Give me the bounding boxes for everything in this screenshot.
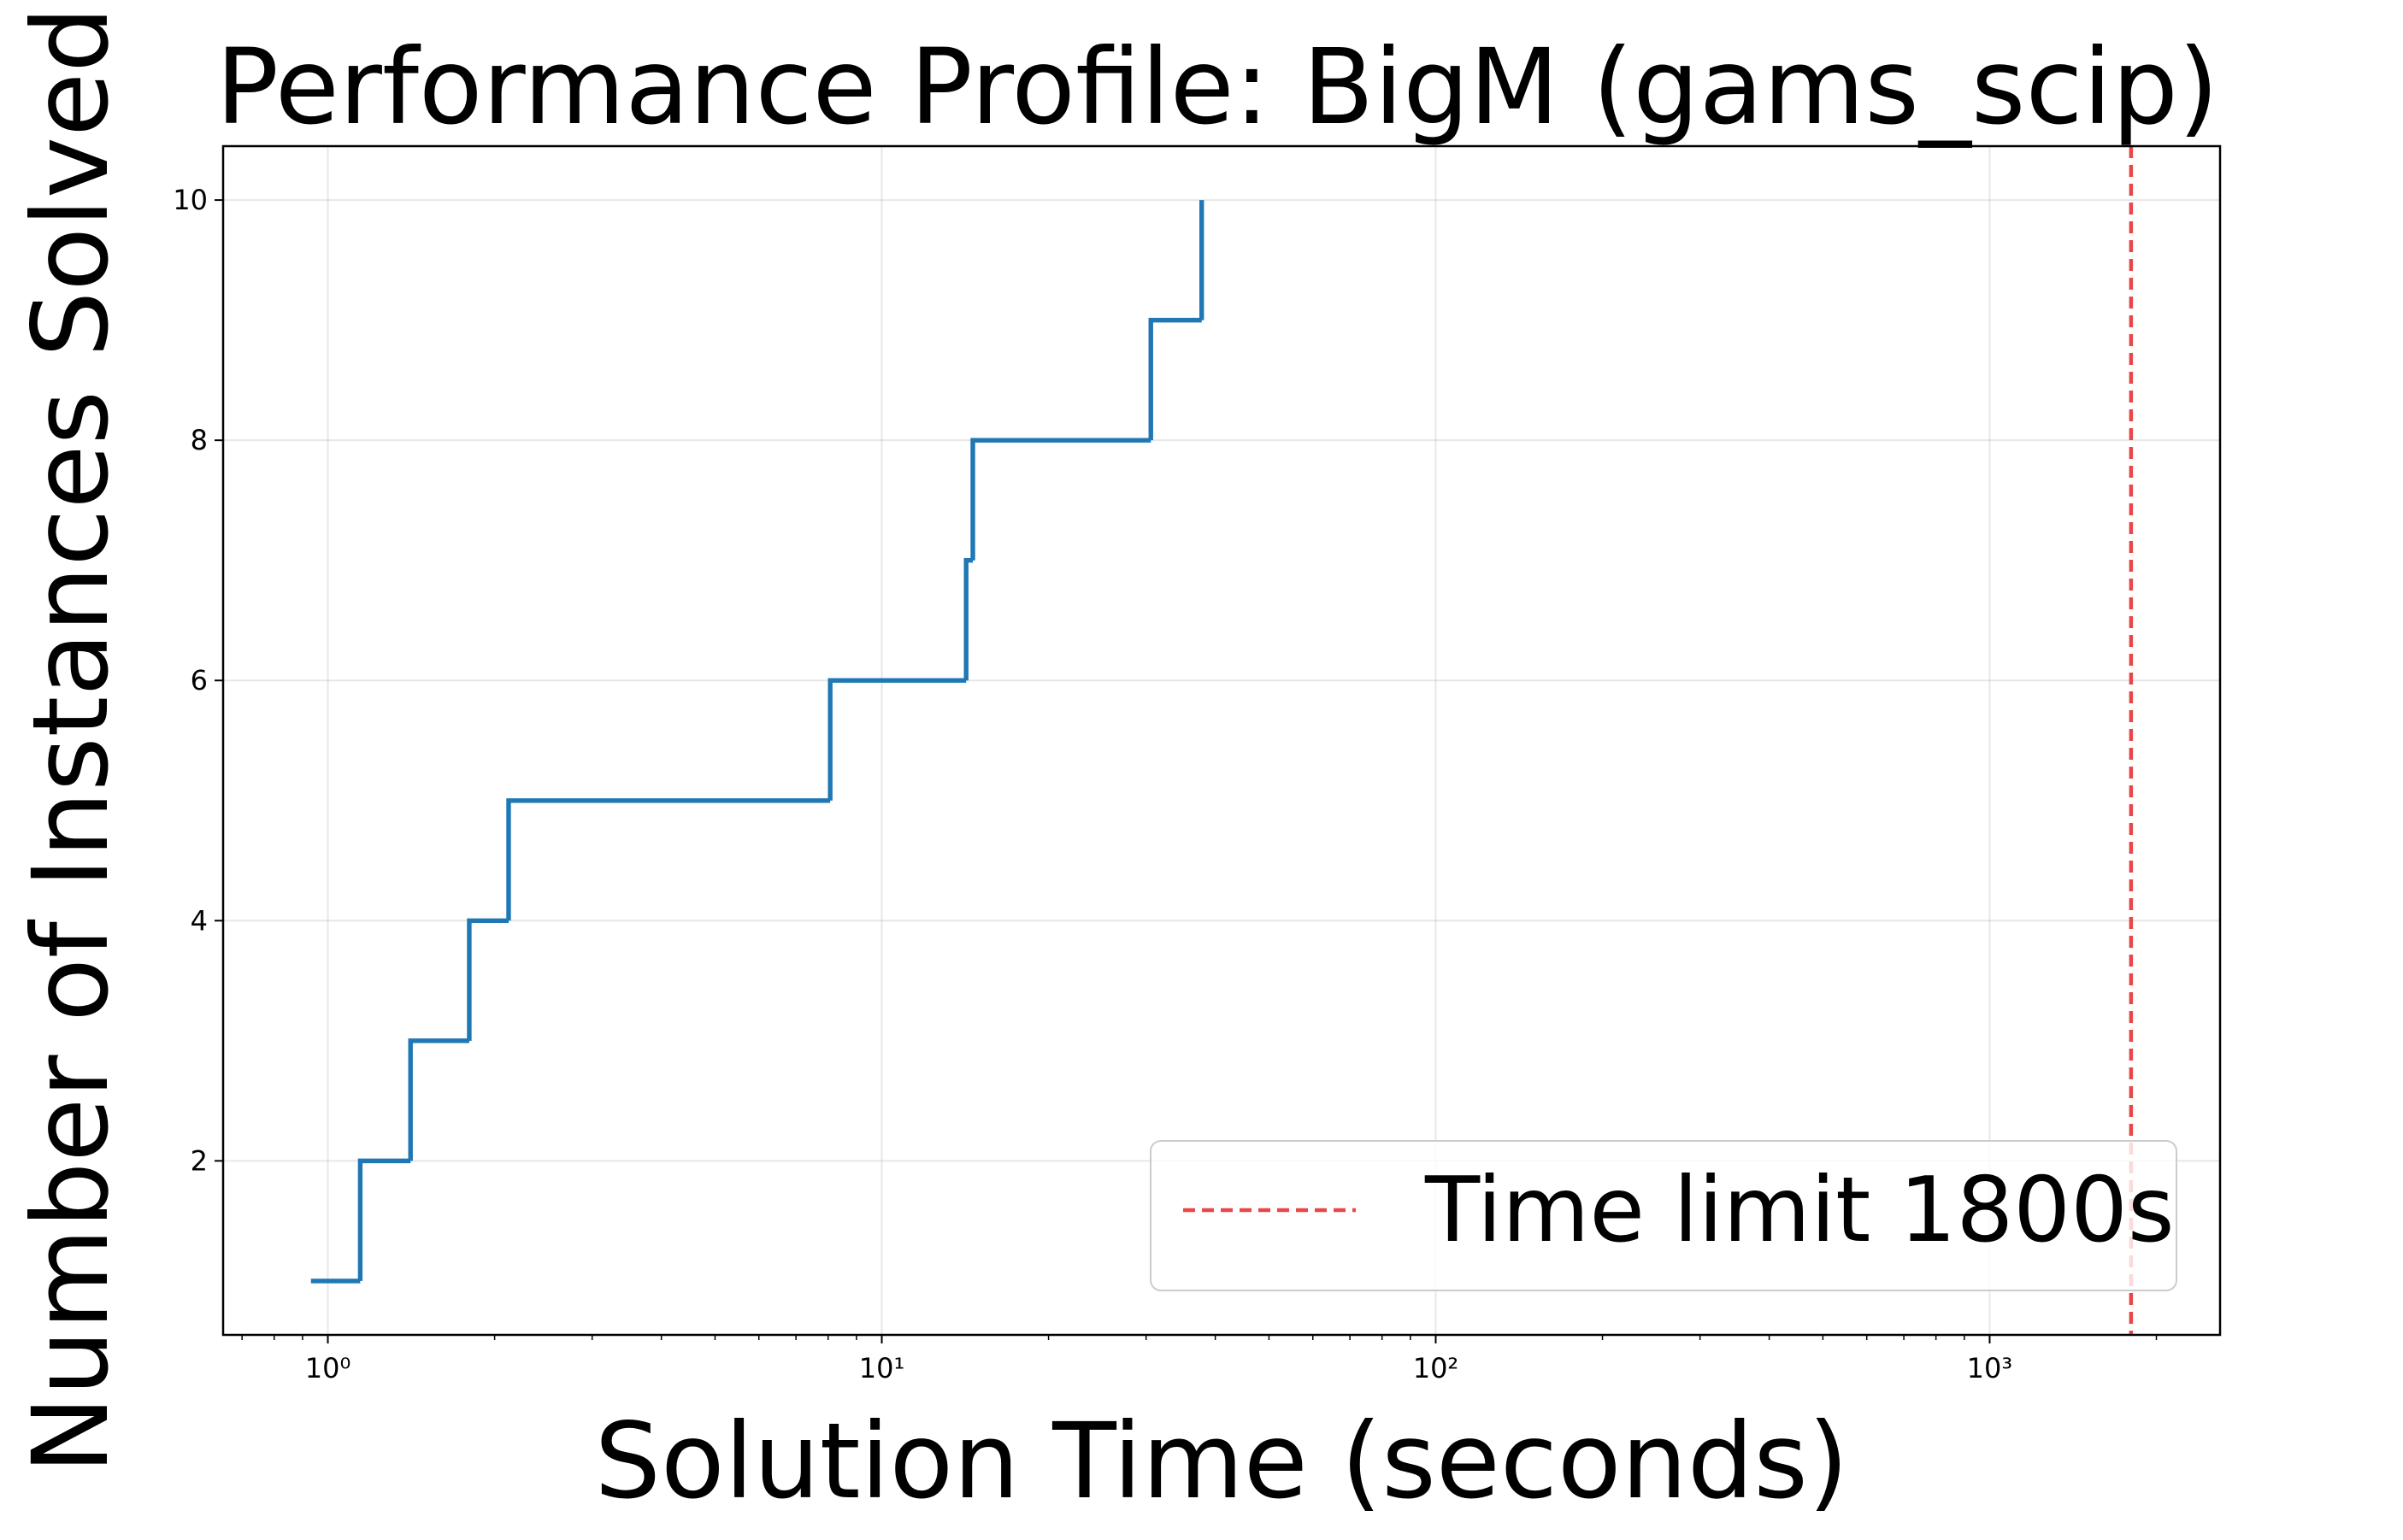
y-tick-label: 10 bbox=[173, 184, 208, 216]
step-segment bbox=[1148, 317, 1202, 441]
step-segment bbox=[506, 798, 831, 921]
step-segment bbox=[357, 1158, 411, 1281]
x-axis-label: Solution Time (seconds) bbox=[595, 1401, 1849, 1522]
step-segment bbox=[408, 1038, 469, 1161]
y-tick-label: 2 bbox=[191, 1144, 208, 1177]
step-segment bbox=[828, 678, 967, 801]
x-tick-label: 10⁰ bbox=[305, 1352, 351, 1384]
x-tick-label: 10² bbox=[1413, 1352, 1459, 1384]
plot-area bbox=[223, 146, 2220, 1335]
y-tick-label: 4 bbox=[191, 904, 208, 937]
legend-label: Time limit 1800s bbox=[1424, 1158, 2175, 1262]
y-axis-label: Number of Instances Solved bbox=[10, 6, 132, 1473]
axes-frame bbox=[221, 144, 2222, 1337]
step-segment bbox=[970, 438, 1151, 561]
legend-box bbox=[1150, 1140, 2177, 1291]
x-tick-label: 10³ bbox=[1967, 1352, 2013, 1384]
step-segment bbox=[963, 558, 973, 681]
chart-title: Performance Profile: BigM (gams_scip) bbox=[216, 26, 2219, 148]
step-segment bbox=[467, 918, 509, 1041]
y-tick-label: 8 bbox=[191, 424, 208, 456]
x-tick-label: 10¹ bbox=[859, 1352, 905, 1384]
y-tick-label: 6 bbox=[191, 664, 208, 697]
